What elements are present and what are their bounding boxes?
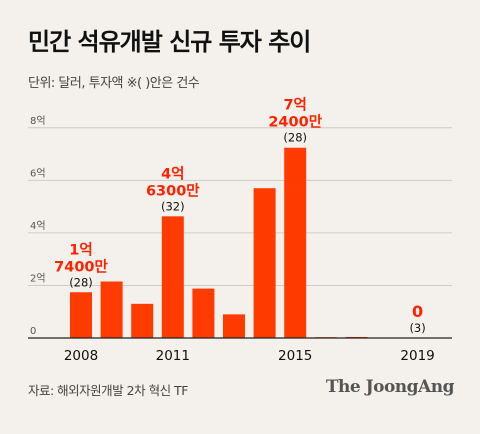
bar xyxy=(161,216,184,338)
brand-logo: The JoongAng xyxy=(325,377,455,397)
x-tick-label: 2015 xyxy=(278,348,312,364)
bar xyxy=(70,292,92,338)
y-tick-label: 4억 xyxy=(30,220,46,232)
y-tick-label: 0 xyxy=(30,326,36,337)
x-tick-label: 2019 xyxy=(400,348,434,364)
y-tick-label: 2억 xyxy=(30,272,46,284)
bar xyxy=(131,303,154,338)
bar xyxy=(100,281,123,338)
bar xyxy=(284,147,307,338)
chart-subtitle: 단위: 달러, 투자액 ※( )안은 건수 xyxy=(28,76,200,91)
data-label-amount: 1억 xyxy=(69,240,92,258)
data-label-amount: 7400만 xyxy=(54,258,108,275)
data-label-amount: 7억 xyxy=(283,96,306,114)
data-label-count: (3) xyxy=(409,321,425,335)
data-label-amount: 4억 xyxy=(161,164,184,182)
data-label-count: (28) xyxy=(69,275,93,289)
y-tick-label: 8억 xyxy=(30,115,46,127)
x-tick-label: 2011 xyxy=(156,348,190,364)
bar xyxy=(253,188,276,338)
chart-title: 민간 석유개발 신규 투자 추이 xyxy=(28,28,311,56)
source-note: 자료: 해외자원개발 2차 혁신 TF xyxy=(28,383,188,398)
data-label-amount: 2400만 xyxy=(268,114,322,131)
data-label-amount: 6300만 xyxy=(146,182,200,199)
data-label-count: (32) xyxy=(161,199,185,213)
data-label-count: (28) xyxy=(283,131,307,145)
data-label-amount: 0 xyxy=(412,302,423,321)
y-tick-label: 6억 xyxy=(30,167,46,179)
bar xyxy=(223,314,245,338)
bar xyxy=(192,288,215,338)
x-tick-label: 2008 xyxy=(64,348,98,364)
